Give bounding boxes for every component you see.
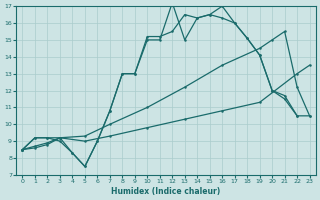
X-axis label: Humidex (Indice chaleur): Humidex (Indice chaleur) [111, 187, 221, 196]
